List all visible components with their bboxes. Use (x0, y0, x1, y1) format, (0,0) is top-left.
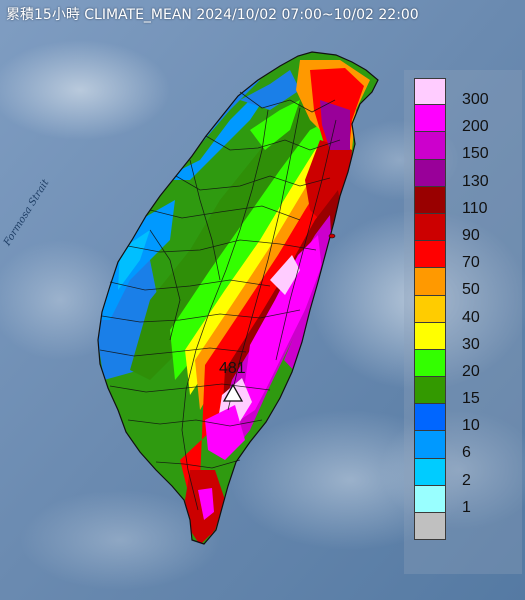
legend-swatch (414, 268, 446, 296)
legend-swatch (414, 322, 446, 350)
legend-label: 2 (462, 471, 471, 489)
legend-swatch (414, 186, 446, 214)
legend-row (414, 513, 514, 541)
legend-row: 50 (414, 268, 514, 298)
legend-swatch (414, 159, 446, 187)
legend-swatch (414, 295, 446, 323)
legend: 300 200 150 130 110 90 70 50 40 30 20 15 10 6 2 1 (414, 78, 514, 541)
offshore-island (328, 233, 336, 239)
legend-label: 1 (462, 498, 471, 516)
legend-row: 300 (414, 78, 514, 108)
legend-label: 30 (462, 335, 480, 353)
legend-swatch (414, 485, 446, 513)
admin-boundaries (99, 91, 341, 511)
island-outline (97, 51, 379, 545)
legend-label: 70 (462, 254, 480, 272)
legend-swatch (414, 349, 446, 378)
legend-row: 15 (414, 377, 514, 407)
legend-swatch (414, 404, 446, 432)
legend-swatch (414, 241, 446, 269)
legend-label: 6 (462, 444, 471, 462)
peak-value-label: 481 (219, 360, 246, 377)
legend-row: 110 (414, 186, 514, 217)
legend-row: 130 (414, 159, 514, 190)
legend-label: 300 (462, 91, 489, 108)
legend-swatch (414, 78, 446, 106)
legend-swatch (414, 458, 446, 486)
legend-label: 10 (462, 417, 480, 435)
legend-label: 130 (462, 172, 489, 190)
legend-row: 200 (414, 105, 514, 135)
legend-row: 2 (414, 458, 514, 489)
legend-row: 30 (414, 322, 514, 353)
legend-swatch (414, 213, 446, 242)
legend-row: 150 (414, 132, 514, 162)
legend-label: 50 (462, 281, 480, 299)
legend-row: 20 (414, 349, 514, 380)
legend-swatch (414, 132, 446, 160)
legend-swatch (414, 105, 446, 133)
legend-label: 200 (462, 118, 489, 136)
map-title: 累積15小時 CLIMATE_MEAN 2024/10/02 07:00~10/… (6, 7, 419, 23)
legend-row: 1 (414, 485, 514, 516)
legend-label: 110 (462, 199, 488, 217)
legend-row: 10 (414, 404, 514, 434)
legend-row: 70 (414, 241, 514, 271)
legend-label: 20 (462, 362, 480, 380)
legend-row: 90 (414, 213, 514, 244)
legend-row: 40 (414, 295, 514, 326)
legend-label: 150 (462, 145, 489, 163)
legend-swatch (414, 513, 446, 541)
legend-swatch (414, 431, 446, 459)
legend-label: 40 (462, 308, 480, 326)
legend-swatch (414, 377, 446, 405)
legend-row: 6 (414, 431, 514, 461)
legend-label: 15 (462, 390, 480, 408)
peak-triangle-marker (222, 383, 244, 402)
legend-label: 90 (462, 226, 480, 244)
